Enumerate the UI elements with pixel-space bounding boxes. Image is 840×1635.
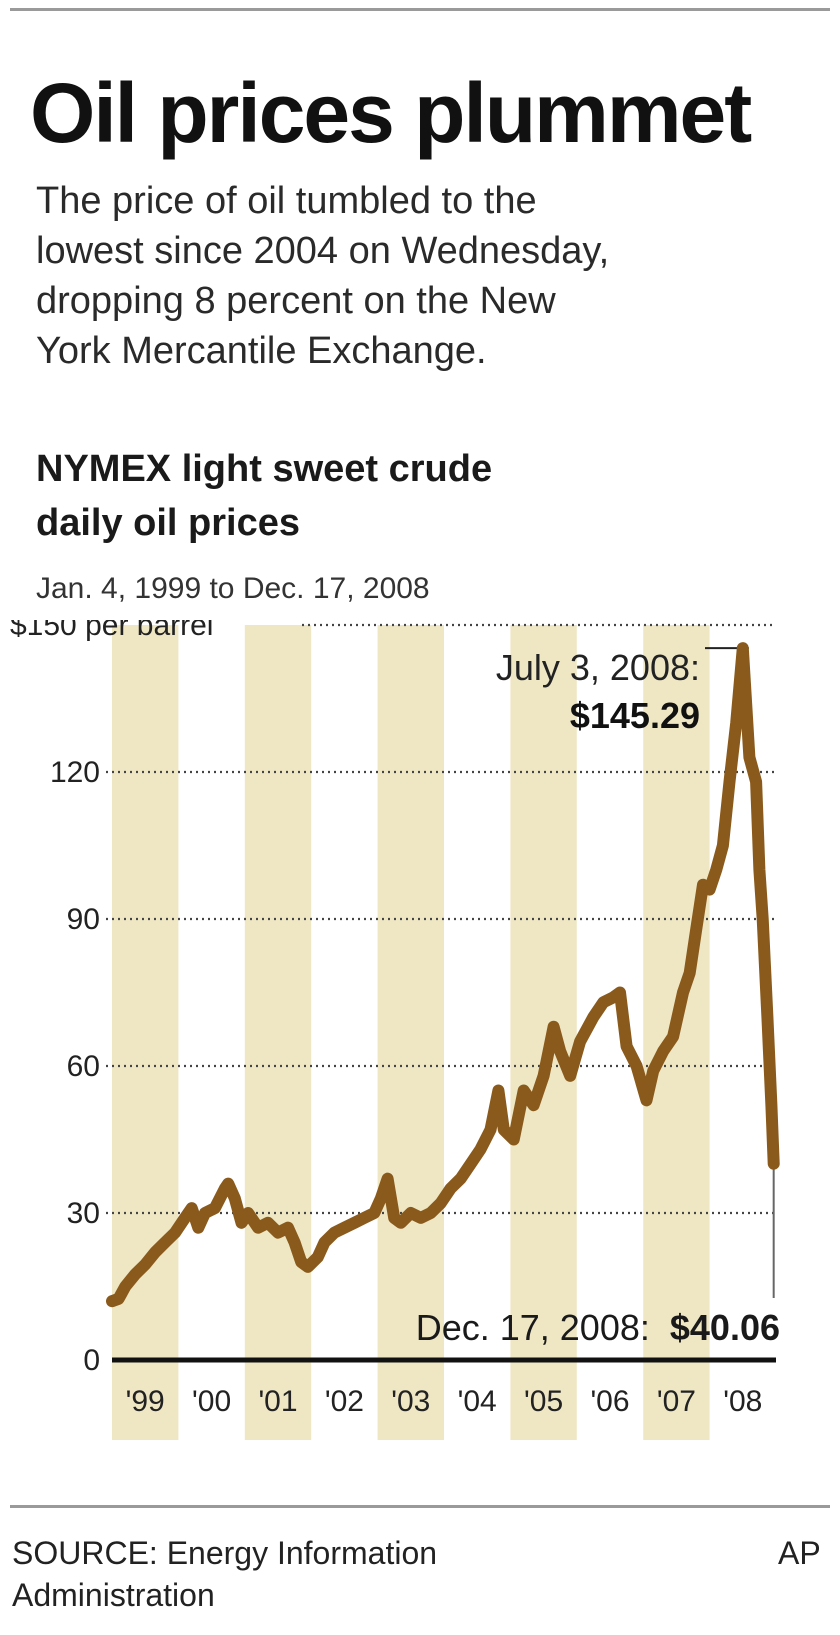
dek-line: lowest since 2004 on Wednesday,	[36, 230, 610, 272]
dek-line: York Mercantile Exchange.	[36, 330, 487, 372]
x-tick-label: '02	[325, 1385, 364, 1418]
x-tick-label: '08	[723, 1385, 762, 1418]
x-tick-labels: '99 '00 '01 '02 '03 '04 '05 '06 '07 '08	[126, 1385, 763, 1418]
x-tick-label: '01	[258, 1385, 297, 1418]
source-line: SOURCE: Energy Information	[12, 1535, 438, 1571]
gridlines	[106, 623, 776, 1215]
oil-price-chart: 0 30 60 90 120 $150 per barrel '99 '00 '01 '02 '0…	[10, 620, 780, 1440]
dek-line: dropping 8 percent on the New	[36, 280, 556, 322]
x-tick-label: '00	[192, 1385, 231, 1418]
end-annotation-value: $40.06	[670, 1307, 780, 1348]
agency-credit: AP	[778, 1535, 821, 1571]
x-tick-label: '04	[458, 1385, 497, 1418]
x-tick-label: '06	[590, 1385, 629, 1418]
top-rule	[10, 8, 830, 11]
year-band	[510, 625, 577, 1440]
year-band	[377, 625, 444, 1440]
y-tick-label: 60	[67, 1050, 100, 1083]
y-tick-label: 0	[83, 1344, 100, 1377]
dek: The price of oil tumbled to the lowest s…	[36, 176, 836, 376]
source-credit: SOURCE: Energy Information Administratio…	[12, 1532, 437, 1616]
end-annotation: Dec. 17, 2008: $40.06	[416, 1307, 780, 1348]
source-line: Administration	[12, 1577, 215, 1613]
bottom-rule	[10, 1505, 830, 1508]
x-tick-label: '03	[391, 1385, 430, 1418]
dek-line: The price of oil tumbled to the	[36, 180, 537, 222]
chart-title-line: NYMEX light sweet crude	[36, 448, 493, 490]
price-series-line	[106, 642, 780, 1308]
x-tick-label: '05	[524, 1385, 563, 1418]
x-tick-label: '99	[126, 1385, 165, 1418]
chart-subtitle: Jan. 4, 1999 to Dec. 17, 2008	[36, 572, 430, 605]
y-tick-label: 90	[67, 903, 100, 936]
end-annotation-date: Dec. 17, 2008:	[416, 1307, 650, 1348]
year-band	[244, 625, 312, 1440]
peak-annotation-date: July 3, 2008:	[496, 647, 700, 688]
peak-annotation-value: $145.29	[570, 695, 700, 736]
y-tick-labels: 0 30 60 90 120 $150 per barrel	[10, 620, 213, 1377]
chart-title-line: daily oil prices	[36, 502, 300, 544]
y-tick-label: 120	[50, 756, 100, 789]
chart-title: NYMEX light sweet crude daily oil prices	[36, 442, 492, 550]
y-tick-label: 30	[67, 1197, 100, 1230]
x-tick-label: '07	[657, 1385, 696, 1418]
year-band	[112, 625, 179, 1440]
headline: Oil prices plummet	[30, 66, 752, 160]
y-tick-label: $150 per barrel	[10, 620, 213, 642]
